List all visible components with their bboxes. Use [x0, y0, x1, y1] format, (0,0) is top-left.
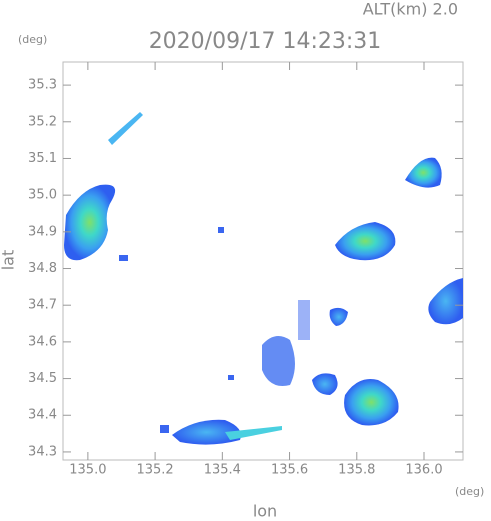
echo	[172, 419, 241, 445]
x-tick-label: 135.4	[204, 463, 241, 478]
x-axis-label: lon	[253, 502, 277, 521]
echo	[64, 184, 116, 261]
x-tick-label: 136.0	[405, 463, 442, 478]
y-axis-label: lat	[0, 250, 18, 271]
x-tick-label: 135.6	[271, 463, 308, 478]
echo	[225, 426, 282, 440]
y-tick-label: 35.0	[28, 188, 57, 203]
echo	[108, 112, 143, 145]
echo	[428, 278, 463, 325]
echo	[405, 157, 442, 188]
altitude: ALT(km) 2.0	[363, 0, 458, 19]
echo	[218, 227, 224, 233]
y-tick-label: 34.9	[28, 224, 57, 239]
y-tick-label: 34.6	[28, 334, 57, 349]
echo	[119, 255, 128, 261]
echo	[335, 222, 396, 261]
y-tick-label: 35.3	[28, 78, 57, 93]
echo	[312, 373, 338, 395]
echo	[344, 379, 399, 426]
y-tick-label: 35.2	[28, 114, 57, 129]
y-tick-label: 34.3	[28, 444, 57, 459]
echo	[228, 375, 234, 380]
y-tick-label: 34.8	[28, 261, 57, 276]
chart-title: 2020/09/17 14:23:31	[149, 29, 382, 54]
y-tick-label: 34.4	[28, 408, 57, 423]
x-tick-label: 135.8	[338, 463, 375, 478]
echo	[160, 425, 169, 433]
y-tick-label: 35.1	[28, 151, 57, 166]
y-unit: (deg)	[18, 33, 47, 46]
echo	[298, 300, 310, 340]
x-unit: (deg)	[455, 485, 484, 498]
x-tick-label: 135.0	[69, 463, 106, 478]
echo	[329, 307, 348, 326]
plot-frame	[62, 61, 464, 461]
radar-echoes	[64, 112, 463, 445]
x-tick-label: 135.2	[136, 463, 173, 478]
y-tick-label: 34.5	[28, 371, 57, 386]
echo	[262, 336, 295, 386]
y-tick-label: 34.7	[28, 298, 57, 313]
